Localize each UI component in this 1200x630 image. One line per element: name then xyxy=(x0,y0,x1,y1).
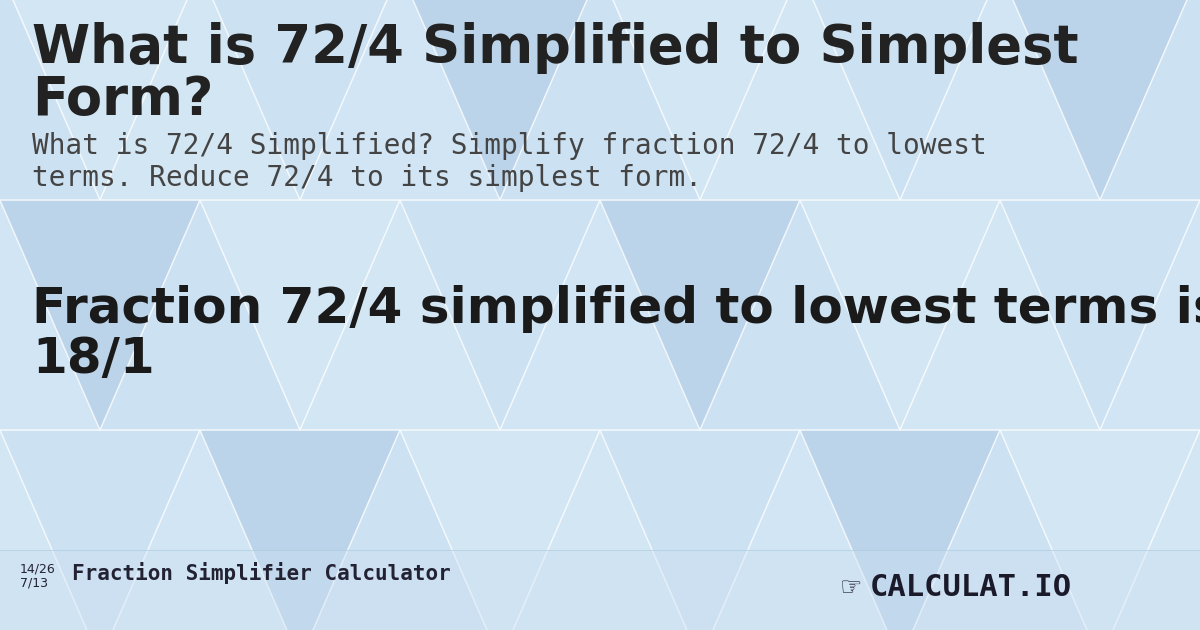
Polygon shape xyxy=(300,430,500,630)
Polygon shape xyxy=(100,0,300,200)
Polygon shape xyxy=(400,200,600,430)
Text: 18/1: 18/1 xyxy=(32,335,155,383)
Polygon shape xyxy=(900,430,1100,630)
Polygon shape xyxy=(800,430,1000,630)
Polygon shape xyxy=(800,0,1000,200)
Text: ☞: ☞ xyxy=(840,576,863,600)
Polygon shape xyxy=(700,0,900,200)
Polygon shape xyxy=(0,200,200,430)
Polygon shape xyxy=(300,0,500,200)
Polygon shape xyxy=(500,0,700,200)
Polygon shape xyxy=(0,430,200,630)
Text: Fraction 72/4 simplified to lowest terms is: Fraction 72/4 simplified to lowest terms… xyxy=(32,285,1200,333)
Polygon shape xyxy=(400,0,600,200)
Polygon shape xyxy=(100,200,300,430)
Text: What is 72/4 Simplified? Simplify fraction 72/4 to lowest: What is 72/4 Simplified? Simplify fracti… xyxy=(32,132,986,160)
Text: Form?: Form? xyxy=(32,74,214,126)
Polygon shape xyxy=(200,430,400,630)
Polygon shape xyxy=(800,200,1000,430)
Text: CALCULAT.IO: CALCULAT.IO xyxy=(870,573,1072,602)
Polygon shape xyxy=(700,200,900,430)
Polygon shape xyxy=(600,0,800,200)
Polygon shape xyxy=(1000,200,1200,430)
Polygon shape xyxy=(1100,0,1200,200)
Polygon shape xyxy=(1100,430,1200,630)
Polygon shape xyxy=(600,200,800,430)
Polygon shape xyxy=(600,430,800,630)
Polygon shape xyxy=(400,430,600,630)
Polygon shape xyxy=(1000,430,1200,630)
Polygon shape xyxy=(700,430,900,630)
Polygon shape xyxy=(200,0,400,200)
Polygon shape xyxy=(0,0,100,200)
Polygon shape xyxy=(0,0,200,200)
Text: 7/13: 7/13 xyxy=(20,577,48,590)
Text: What is 72/4 Simplified to Simplest: What is 72/4 Simplified to Simplest xyxy=(32,22,1079,74)
Polygon shape xyxy=(1100,200,1200,430)
Polygon shape xyxy=(200,200,400,430)
Polygon shape xyxy=(1000,0,1200,200)
Polygon shape xyxy=(100,430,300,630)
Text: 14/26: 14/26 xyxy=(20,562,55,575)
Text: terms. Reduce 72/4 to its simplest form.: terms. Reduce 72/4 to its simplest form. xyxy=(32,164,702,192)
Text: Fraction Simplifier Calculator: Fraction Simplifier Calculator xyxy=(72,562,451,584)
Polygon shape xyxy=(500,430,700,630)
Polygon shape xyxy=(900,0,1100,200)
Bar xyxy=(0,550,1200,630)
Polygon shape xyxy=(0,200,100,430)
Polygon shape xyxy=(500,200,700,430)
Polygon shape xyxy=(900,200,1100,430)
Polygon shape xyxy=(300,200,500,430)
Polygon shape xyxy=(0,430,100,630)
